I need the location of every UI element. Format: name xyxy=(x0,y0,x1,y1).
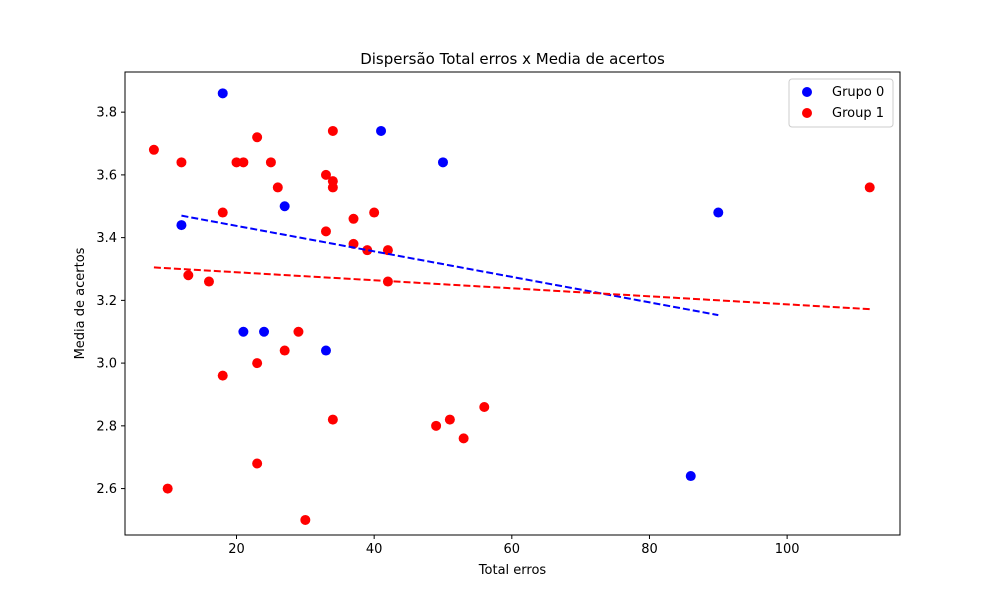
legend-label-group-1: Group 1 xyxy=(832,106,884,121)
series-0 xyxy=(176,88,724,482)
data-point xyxy=(382,245,393,256)
data-point xyxy=(176,220,187,231)
legend-marker-group-1 xyxy=(802,108,812,118)
data-point xyxy=(265,157,276,168)
data-point xyxy=(431,420,442,431)
x-tick-label: 60 xyxy=(504,542,521,557)
data-point xyxy=(279,345,290,356)
legend-label-grupo-0: Grupo 0 xyxy=(832,85,884,100)
data-point xyxy=(320,169,331,180)
data-point xyxy=(479,402,490,413)
legend-marker-grupo-0 xyxy=(802,87,812,97)
x-tick-label: 80 xyxy=(641,542,658,557)
data-point xyxy=(162,483,173,494)
data-point xyxy=(348,213,359,224)
data-point xyxy=(293,326,304,337)
y-tick-label: 2.8 xyxy=(96,419,117,434)
data-point xyxy=(252,358,263,369)
data-point xyxy=(183,270,194,281)
data-point xyxy=(272,182,283,193)
trend-line-0 xyxy=(181,214,719,317)
x-tick-label: 40 xyxy=(366,542,383,557)
data-point xyxy=(369,207,380,218)
data-point xyxy=(300,514,311,525)
y-tick-label: 3.4 xyxy=(96,231,117,246)
data-point xyxy=(458,433,469,444)
data-point xyxy=(362,245,373,256)
data-point xyxy=(864,182,875,193)
data-point xyxy=(148,144,159,155)
y-tick-label: 2.6 xyxy=(96,482,117,497)
data-point xyxy=(217,88,228,99)
data-point xyxy=(259,326,270,337)
data-point xyxy=(327,182,338,193)
y-tick-label: 3.2 xyxy=(96,294,117,309)
series-1 xyxy=(148,125,875,525)
data-point xyxy=(327,414,338,425)
data-point xyxy=(327,125,338,136)
chart-title: Dispersão Total erros x Media de acertos xyxy=(360,50,665,68)
data-point xyxy=(203,276,214,287)
x-tick-label: 20 xyxy=(228,542,245,557)
data-point xyxy=(252,132,263,143)
plot-area xyxy=(148,88,875,525)
legend: Grupo 0 Group 1 xyxy=(788,78,894,128)
y-axis: 2.6 2.8 3.0 3.2 3.4 3.6 3.8 xyxy=(96,106,125,497)
data-point xyxy=(279,201,290,212)
data-point xyxy=(320,226,331,237)
data-point xyxy=(713,207,724,218)
data-point xyxy=(217,207,228,218)
x-axis-label: Total erros xyxy=(478,563,547,578)
data-point xyxy=(238,326,249,337)
legend-box xyxy=(788,78,894,128)
y-tick-label: 3.0 xyxy=(96,357,117,372)
x-tick-label: 100 xyxy=(775,542,800,557)
data-point xyxy=(176,157,187,168)
data-point xyxy=(685,471,696,482)
data-point xyxy=(320,345,331,356)
data-point xyxy=(252,458,263,469)
data-point xyxy=(376,125,387,136)
x-axis: 20 40 60 80 100 xyxy=(228,535,800,557)
y-tick-label: 3.6 xyxy=(96,168,117,183)
data-point xyxy=(437,157,448,168)
data-point xyxy=(217,370,228,381)
data-point xyxy=(444,414,455,425)
data-point xyxy=(231,157,242,168)
plot-frame xyxy=(124,71,901,536)
y-axis-label: Media de acertos xyxy=(73,247,88,359)
data-point xyxy=(238,157,249,168)
y-tick-label: 3.8 xyxy=(96,106,117,121)
